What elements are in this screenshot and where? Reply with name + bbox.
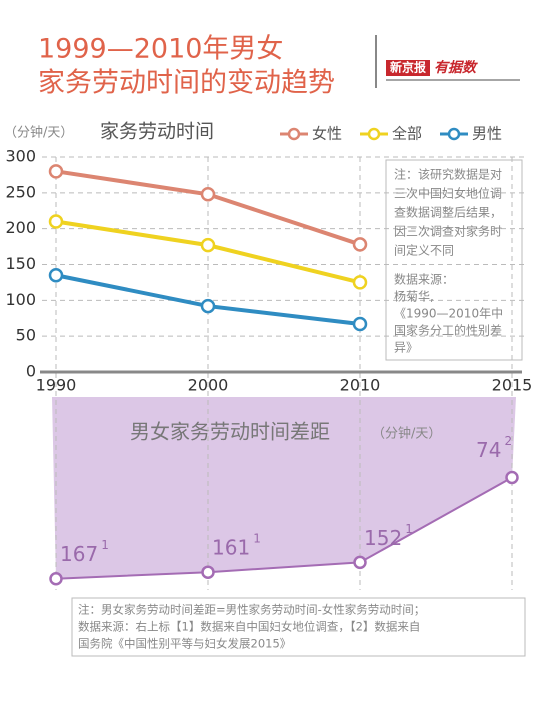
note-box	[385, 159, 523, 361]
gap-point	[505, 470, 519, 485]
logo-2: 有据数	[434, 59, 478, 76]
point	[48, 214, 64, 229]
x-tick-label: 2010	[340, 376, 381, 395]
point	[200, 298, 216, 314]
gap-line	[55, 476, 513, 580]
value-note: 1	[253, 532, 261, 546]
legend-label: 男性	[472, 125, 502, 143]
logo-box	[386, 60, 430, 76]
y-tick-label: 50	[16, 326, 36, 345]
value-label: 167	[60, 542, 98, 566]
point	[200, 237, 216, 253]
area-title: 男女家务劳动时间差距	[130, 420, 330, 444]
value-note: 1	[405, 522, 413, 536]
legend-marker	[287, 127, 301, 141]
point	[200, 187, 216, 202]
legend-label: 全部	[392, 125, 422, 143]
y-tick-label: 250	[5, 182, 36, 201]
source-line: 数据来源：	[394, 272, 454, 287]
value-label: 152	[364, 526, 402, 550]
x-tick-label: 2000	[188, 376, 229, 395]
chart-subtitle: 家务劳动时间	[100, 121, 214, 143]
y-tick-label: 200	[5, 218, 36, 237]
source-line: 异》	[394, 341, 418, 355]
x-tick-label: 2015	[492, 376, 533, 395]
source-line: 国家务分工的性别差	[394, 323, 502, 338]
note-line: 查数据调整后结果，	[394, 205, 502, 220]
y-tick-label: 0	[26, 362, 36, 381]
value-label: 74	[476, 438, 501, 462]
note-line: 三次中国妇女地位调	[394, 186, 502, 201]
value-note: 1	[101, 538, 109, 552]
y-tick-label: 150	[5, 254, 36, 273]
gap-point	[353, 555, 367, 570]
note-line: 注：该研究数据是对	[394, 167, 502, 182]
footnote-line: 国务院《中国性别平等与妇女发展2015》	[78, 637, 291, 651]
legend-marker	[447, 127, 461, 141]
y-label: （分钟/天）	[372, 426, 441, 442]
source-line: 杨菊华,	[394, 289, 434, 304]
point	[352, 237, 368, 252]
x-tick-label: 1990	[36, 376, 77, 395]
point	[48, 164, 64, 179]
y-tick-label: 100	[5, 290, 36, 309]
legend-marker	[367, 127, 381, 141]
footnote-box	[71, 597, 526, 657]
logo: 新京报	[390, 60, 426, 75]
gap-point	[201, 565, 215, 579]
gap-area	[52, 397, 516, 579]
note-line: 因三次调查对家务时	[394, 224, 502, 239]
value-label: 161	[212, 536, 250, 560]
value-note: 2	[504, 434, 512, 448]
gap-point	[49, 571, 63, 586]
title-line: 1999—2010年男女	[38, 34, 283, 65]
source-line: 《1990—2010年中	[394, 306, 503, 321]
point	[48, 268, 64, 283]
point	[352, 316, 368, 332]
legend-label: 女性	[312, 125, 342, 143]
footnote-line: 数据来源：右上标【1】数据来自中国妇女地位调查，【2】数据来自	[78, 620, 420, 634]
footnote-line: 注：男女家务劳动时间差距=男性家务劳动时间-女性家务劳动时间；	[78, 603, 425, 617]
title-line: 家务劳动时间的变动趋势	[38, 68, 335, 99]
y-label: （分钟/天）	[4, 125, 73, 141]
point	[352, 275, 368, 290]
note-line: 间定义不同	[394, 243, 454, 258]
y-tick-label: 300	[5, 147, 36, 166]
